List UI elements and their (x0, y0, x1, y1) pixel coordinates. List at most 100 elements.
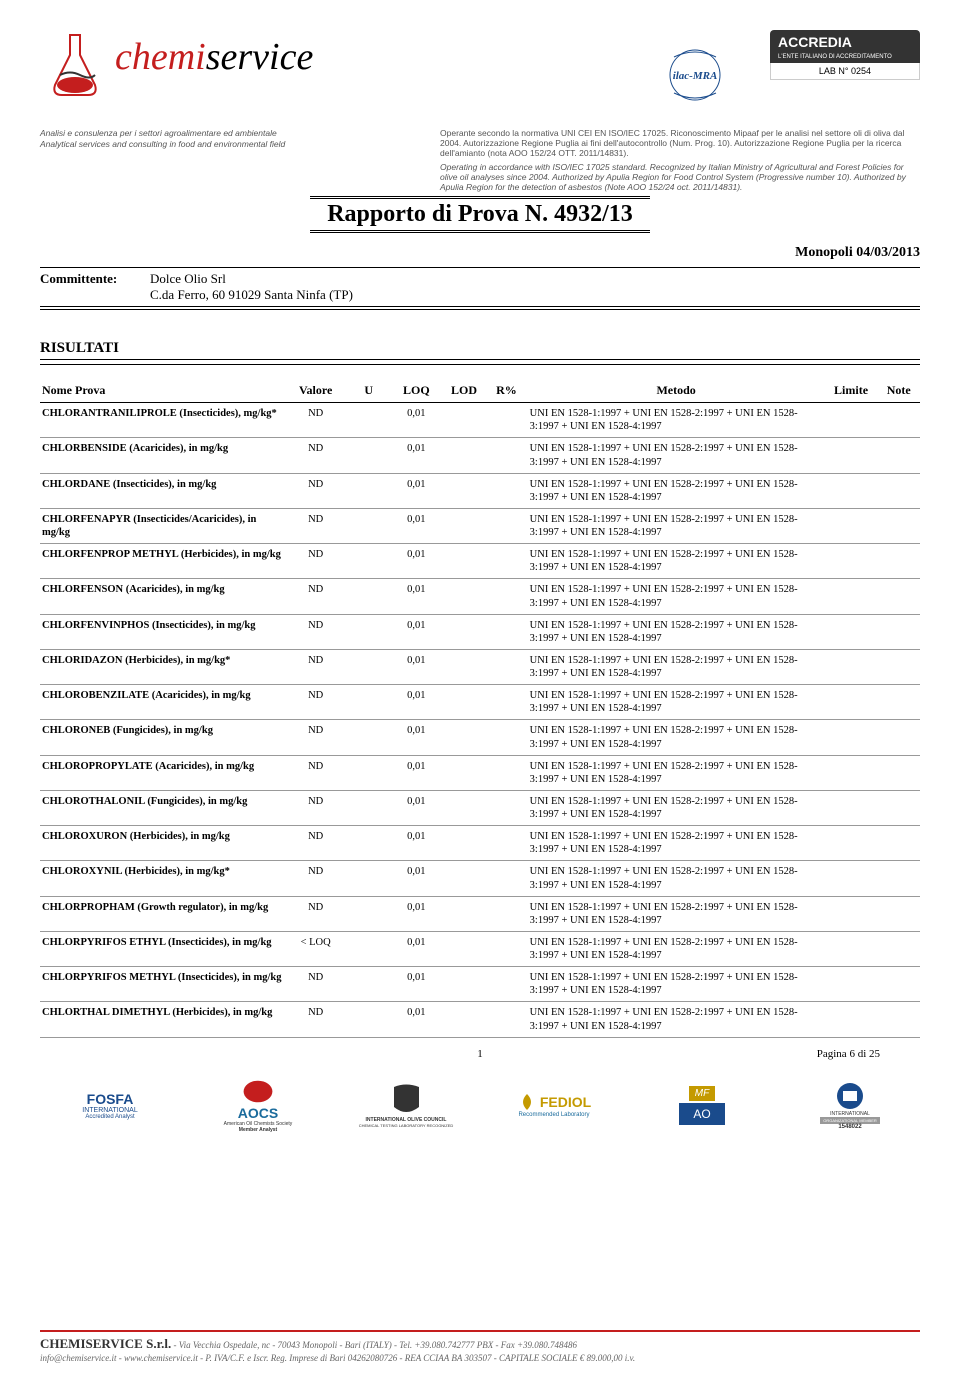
report-title: Rapporto di Prova N. 4932/13 (310, 196, 650, 233)
cell-r (485, 403, 527, 438)
cell-nome: CHLORIDAZON (Herbicides), in mg/kg* (40, 649, 284, 684)
cell-valore: ND (284, 614, 348, 649)
cell-limite (825, 544, 878, 579)
logo-text-black: service (206, 36, 314, 78)
cell-r (485, 826, 527, 861)
cell-limite (825, 438, 878, 473)
th-u: U (347, 379, 389, 403)
cell-u (347, 614, 389, 649)
astm-logo: INTERNATIONAL ORGANIZATIONAL MEMBER 1548… (790, 1078, 910, 1133)
accredia-subtitle: L'ENTE ITALIANO DI ACCREDITAMENTO (770, 54, 920, 63)
subtext-left-1: Analisi e consulenza per i settori agroa… (40, 128, 400, 139)
results-heading: RISULTATI (40, 340, 920, 360)
cell-limite (825, 1002, 878, 1037)
cell-loq: 0,01 (390, 403, 443, 438)
cell-note (878, 508, 920, 543)
cell-lod (443, 403, 485, 438)
cell-loq: 0,01 (390, 755, 443, 790)
cell-loq: 0,01 (390, 508, 443, 543)
cell-limite (825, 473, 878, 508)
table-row: CHLORONEB (Fungicides), in mg/kgND0,01UN… (40, 720, 920, 755)
footer-line2: info@chemiservice.it - www.chemiservice.… (40, 1353, 635, 1363)
cell-lod (443, 896, 485, 931)
cell-u (347, 508, 389, 543)
cell-metodo: UNI EN 1528-1:1997 + UNI EN 1528-2:1997 … (528, 755, 825, 790)
cell-r (485, 967, 527, 1002)
th-r: R% (485, 379, 527, 403)
cell-nome: CHLORBENSIDE (Acaricides), in mg/kg (40, 438, 284, 473)
cell-r (485, 544, 527, 579)
footer-bar: CHEMISERVICE S.r.l. - Via Vecchia Ospeda… (40, 1330, 920, 1365)
header-subtext: Analisi e consulenza per i settori agroa… (40, 128, 920, 192)
cell-nome: CHLORFENVINPHOS (Insecticides), in mg/kg (40, 614, 284, 649)
th-nome: Nome Prova (40, 379, 284, 403)
table-row: CHLORFENSON (Acaricides), in mg/kgND0,01… (40, 579, 920, 614)
aocs-logo: AOCS American Oil Chemists Society Membe… (198, 1078, 318, 1133)
cell-metodo: UNI EN 1528-1:1997 + UNI EN 1528-2:1997 … (528, 967, 825, 1002)
cell-note (878, 473, 920, 508)
cell-metodo: UNI EN 1528-1:1997 + UNI EN 1528-2:1997 … (528, 1002, 825, 1037)
footer-line1: - Via Vecchia Ospedale, nc - 70043 Monop… (174, 1340, 578, 1350)
table-row: CHLORFENAPYR (Insecticides/Acaricides), … (40, 508, 920, 543)
cell-loq: 0,01 (390, 649, 443, 684)
cell-valore: ND (284, 1002, 348, 1037)
cell-loq: 0,01 (390, 720, 443, 755)
cell-loq: 0,01 (390, 1002, 443, 1037)
table-row: CHLORPROPHAM (Growth regulator), in mg/k… (40, 896, 920, 931)
cell-metodo: UNI EN 1528-1:1997 + UNI EN 1528-2:1997 … (528, 473, 825, 508)
cell-valore: < LOQ (284, 931, 348, 966)
cell-limite (825, 931, 878, 966)
fediol-text: FEDIOL (540, 1094, 591, 1110)
aocs-text: AOCS (238, 1105, 278, 1121)
cell-lod (443, 685, 485, 720)
report-date-location: Monopoli 04/03/2013 (40, 245, 920, 261)
mf-badge: MF (689, 1086, 715, 1101)
cell-lod (443, 1002, 485, 1037)
cell-note (878, 790, 920, 825)
table-header-row: Nome Prova Valore U LOQ LOD R% Metodo Li… (40, 379, 920, 403)
fediol-logo: FEDIOL Recommended Laboratory (494, 1078, 614, 1133)
accredia-logo: ACCREDIA L'ENTE ITALIANO DI ACCREDITAMEN… (770, 30, 920, 80)
cell-u (347, 1002, 389, 1037)
mf-ao-logo: MF AO (642, 1078, 762, 1133)
fosfa-text: FOSFA (87, 1091, 134, 1107)
cell-valore: ND (284, 403, 348, 438)
cell-lod (443, 790, 485, 825)
cell-u (347, 544, 389, 579)
cell-loq: 0,01 (390, 826, 443, 861)
cell-valore: ND (284, 579, 348, 614)
subtext-right-1: Operante secondo la normativa UNI CEI EN… (440, 128, 920, 159)
cell-limite (825, 861, 878, 896)
flask-icon (40, 30, 110, 100)
cell-lod (443, 931, 485, 966)
cell-u (347, 473, 389, 508)
cell-r (485, 931, 527, 966)
cell-note (878, 896, 920, 931)
subtext-left-2: Analytical services and consulting in fo… (40, 139, 400, 150)
cell-note (878, 438, 920, 473)
accreditation-logos: ilac-MRA ACCREDIA L'ENTE ITALIANO DI ACC… (640, 30, 920, 120)
ao-badge: AO (679, 1103, 724, 1125)
committente-row: Committente: Dolce Olio Srl C.da Ferro, … (40, 267, 920, 307)
th-lod: LOD (443, 379, 485, 403)
table-row: CHLOROXYNIL (Herbicides), in mg/kg*ND0,0… (40, 861, 920, 896)
astm-num: 1548022 (838, 1124, 861, 1130)
fosfa-sub2: Accredited Analyst (85, 1114, 134, 1120)
logo-text-red: chemi (115, 36, 206, 78)
cell-r (485, 473, 527, 508)
cell-valore: ND (284, 790, 348, 825)
cell-lod (443, 508, 485, 543)
cell-valore: ND (284, 720, 348, 755)
cell-valore: ND (284, 861, 348, 896)
table-row: CHLOROBENZILATE (Acaricides), in mg/kgND… (40, 685, 920, 720)
cell-limite (825, 649, 878, 684)
cell-r (485, 755, 527, 790)
cell-metodo: UNI EN 1528-1:1997 + UNI EN 1528-2:1997 … (528, 685, 825, 720)
cell-nome: CHLOROXURON (Herbicides), in mg/kg (40, 826, 284, 861)
accredia-title: ACCREDIA (770, 30, 920, 54)
results-table: Nome Prova Valore U LOQ LOD R% Metodo Li… (40, 379, 920, 1038)
cell-u (347, 438, 389, 473)
cell-metodo: UNI EN 1528-1:1997 + UNI EN 1528-2:1997 … (528, 438, 825, 473)
table-row: CHLORPYRIFOS ETHYL (Insecticides), in mg… (40, 931, 920, 966)
cell-loq: 0,01 (390, 861, 443, 896)
